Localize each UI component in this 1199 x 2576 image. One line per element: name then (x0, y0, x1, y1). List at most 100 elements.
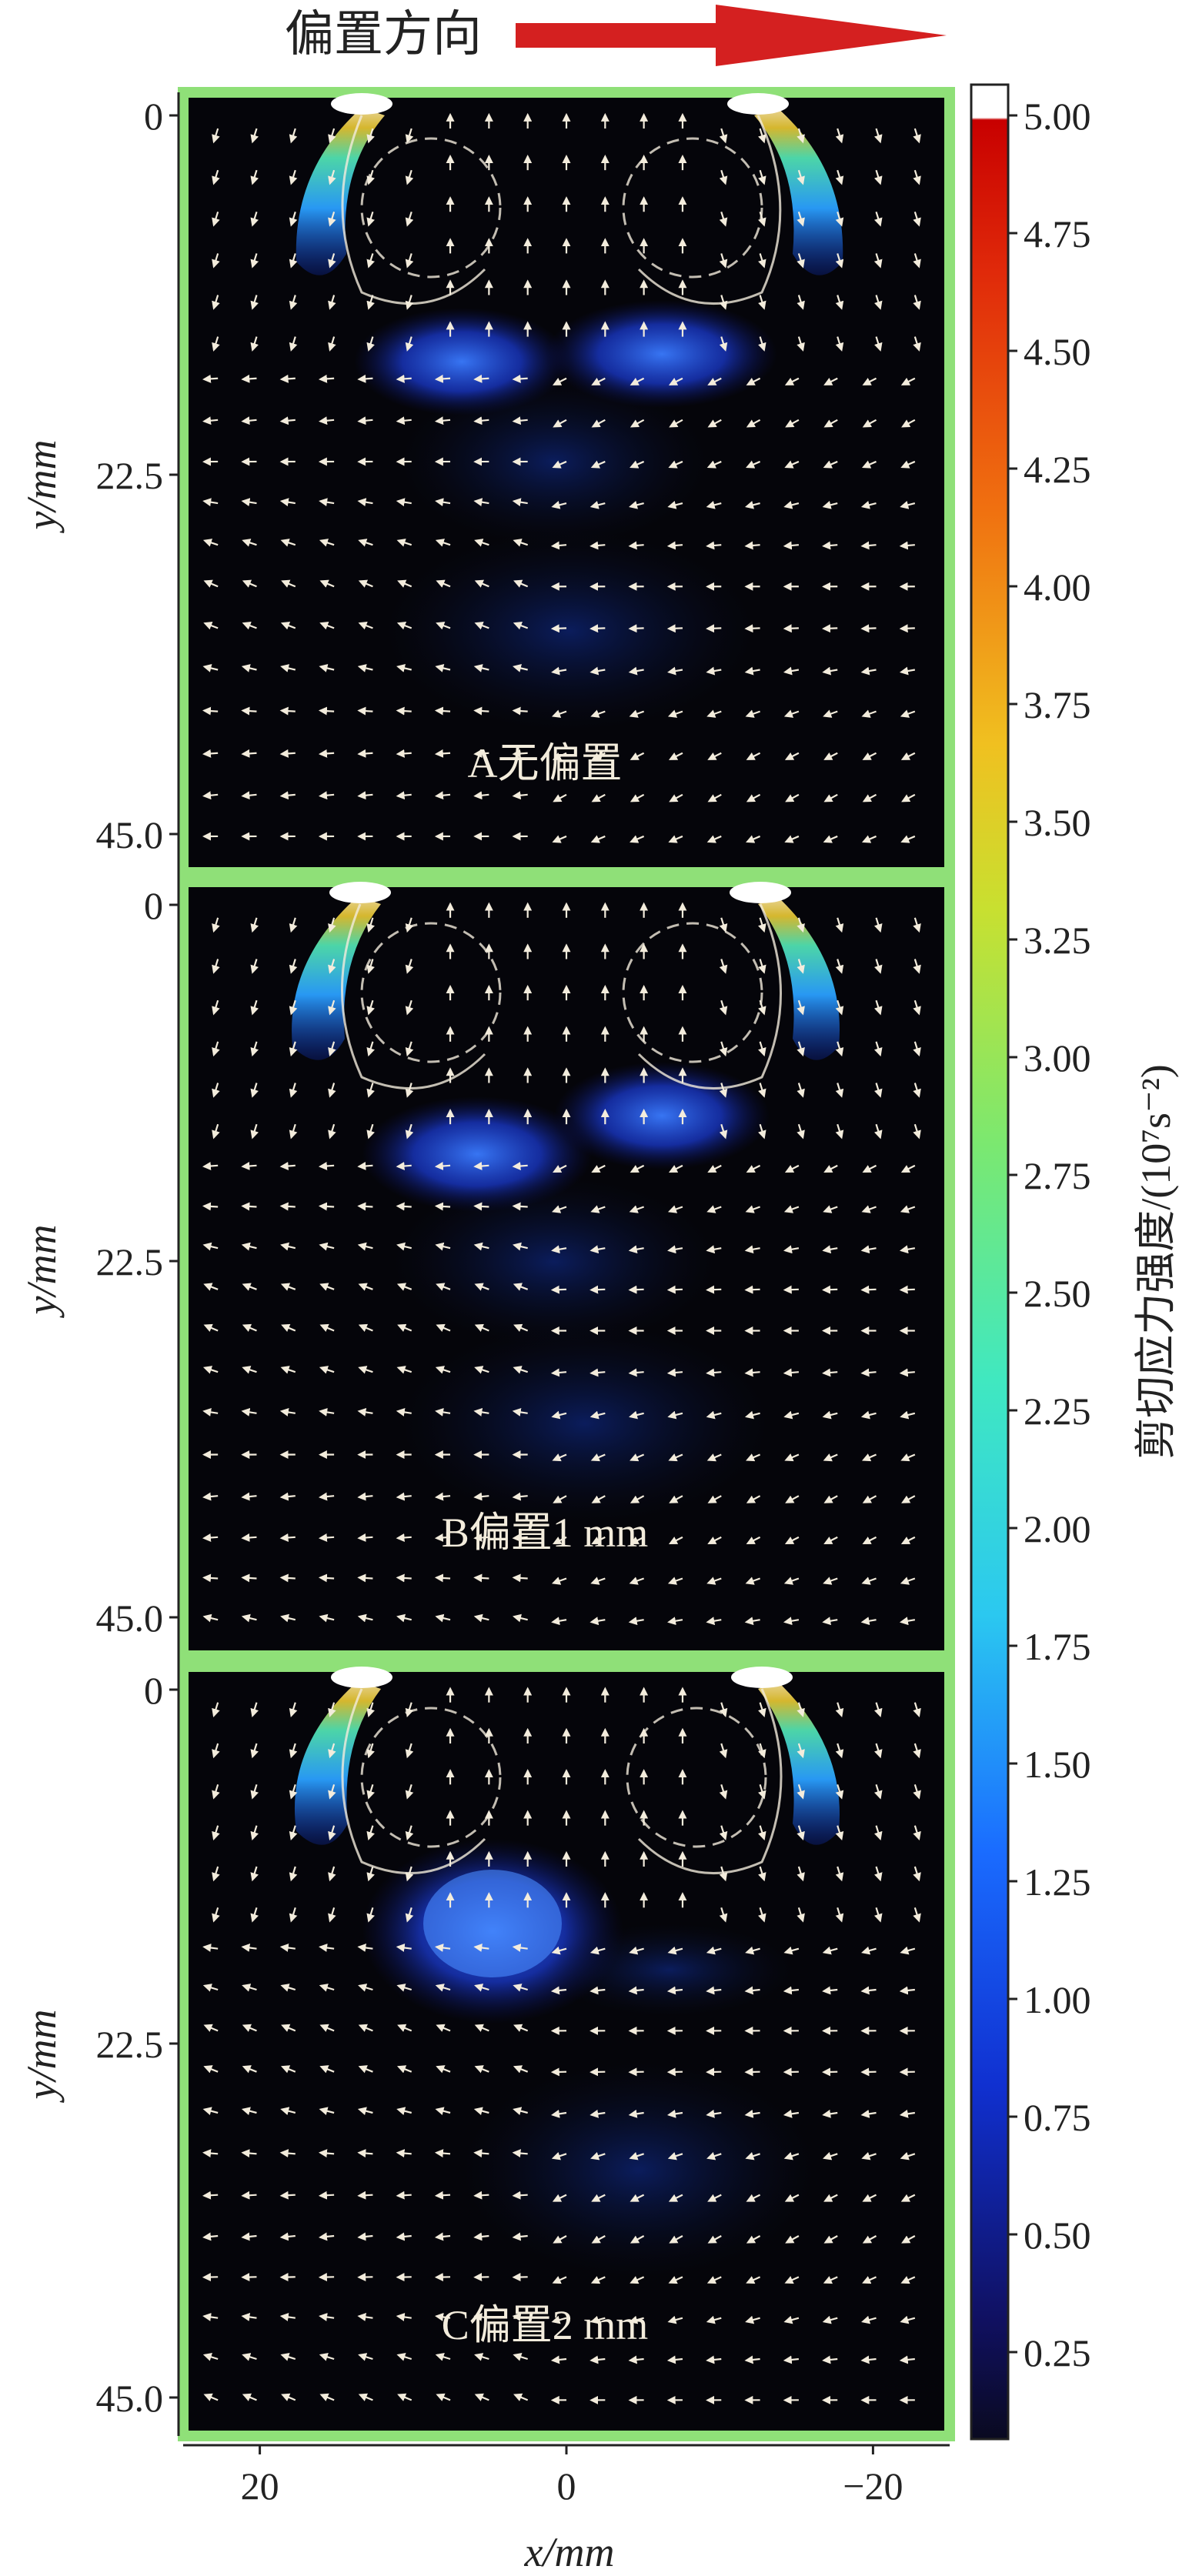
colorbar-tick-label: 5.00 (1024, 95, 1091, 138)
velocity-arrow (861, 1205, 877, 1213)
colorbar-tick-label: 1.50 (1024, 1743, 1091, 1786)
velocity-arrow (279, 498, 296, 507)
velocity-arrow (551, 1946, 567, 1955)
velocity-arrow (396, 1613, 412, 1623)
velocity-arrow (913, 1702, 921, 1717)
velocity-arrow (783, 2315, 800, 2324)
velocity-arrow (512, 2232, 528, 2241)
velocity-arrow (667, 1946, 683, 1955)
velocity-arrow (512, 749, 528, 758)
velocity-arrow (860, 1368, 877, 1377)
velocity-arrow (630, 2235, 645, 2244)
velocity-arrow (823, 1536, 838, 1544)
velocity-arrow (900, 709, 916, 718)
velocity-arrow (241, 2191, 257, 2200)
panel-c: C偏置2 mm (178, 1661, 955, 2441)
velocity-arrow (669, 1495, 683, 1503)
velocity-arrow (783, 1205, 800, 1213)
velocity-arrow (589, 1986, 606, 1995)
x-tick-label: 20 (241, 2464, 279, 2508)
velocity-arrow (319, 539, 335, 547)
velocity-arrow (512, 498, 528, 507)
y-tick-label: 0 (144, 1669, 163, 1712)
velocity-arrow (358, 2065, 373, 2074)
velocity-arrow (861, 2315, 877, 2324)
velocity-arrow (706, 500, 722, 509)
velocity-arrow (212, 1123, 220, 1140)
velocity-arrow (279, 2232, 296, 2241)
velocity-arrow (319, 2232, 335, 2241)
velocity-arrow (900, 2151, 916, 2161)
velocity-arrow (630, 835, 645, 843)
velocity-arrow (435, 498, 451, 507)
velocity-arrow (473, 2232, 489, 2241)
velocity-arrow (590, 835, 606, 843)
velocity-arrow (396, 1283, 412, 1291)
velocity-arrow (358, 1366, 373, 1374)
velocity-arrow (328, 1083, 336, 1098)
velocity-arrow (434, 791, 451, 800)
velocity-arrow (913, 295, 921, 310)
velocity-arrow (212, 211, 220, 227)
velocity-arrow (862, 419, 877, 428)
velocity-arrow (835, 917, 844, 933)
velocity-arrow (589, 1245, 606, 1254)
velocity-arrow (873, 1866, 883, 1882)
velocity-arrow (758, 1041, 766, 1057)
velocity-arrow (358, 539, 373, 547)
velocity-arrow (822, 2109, 838, 2118)
velocity-arrow (405, 1784, 414, 1800)
velocity-arrow (744, 666, 760, 676)
velocity-arrow (862, 2194, 877, 2202)
velocity-arrow (357, 2191, 373, 2200)
velocity-arrow (823, 752, 838, 760)
velocity-arrow (241, 791, 257, 800)
velocity-arrow (212, 295, 220, 310)
velocity-arrow (473, 2149, 489, 2158)
colorbar-tick-label: 1.25 (1024, 1860, 1091, 1904)
velocity-arrow (589, 1368, 606, 1377)
velocity-arrow (745, 1205, 760, 1213)
velocity-arrow (784, 2276, 800, 2284)
velocity-arrow (551, 1577, 567, 1585)
velocity-arrow (250, 336, 259, 352)
velocity-arrow (358, 1323, 373, 1333)
velocity-vectors-a (202, 112, 921, 843)
velocity-arrow (357, 749, 373, 758)
velocity-arrow (473, 2312, 489, 2321)
velocity-arrow (823, 2194, 838, 2202)
velocity-arrow (435, 539, 451, 547)
velocity-arrow (319, 1613, 335, 1623)
y-axis-label-c: y/mm (18, 2010, 65, 2104)
velocity-arrow (873, 1825, 883, 1840)
velocity-arrow (744, 541, 760, 550)
velocity-arrow (212, 1743, 220, 1759)
velocity-arrow (860, 1986, 877, 1995)
velocity-arrow (823, 1453, 838, 1462)
velocity-arrow (860, 1410, 877, 1420)
velocity-arrow (862, 793, 877, 802)
colorbar-tick-label: 4.50 (1024, 330, 1091, 373)
y-tick-label: 22.5 (96, 2023, 164, 2066)
velocity-arrow (707, 1495, 722, 1503)
velocity-arrow (901, 793, 916, 802)
velocity-arrow (913, 1907, 921, 1923)
velocity-arrow (280, 1242, 296, 1251)
velocity-arrow (589, 1410, 606, 1420)
velocity-arrow (366, 1702, 375, 1717)
velocity-arrow (405, 1123, 414, 1140)
velocity-arrow (396, 2149, 412, 2158)
velocity-arrow (319, 1366, 335, 1374)
velocity-arrow (744, 2355, 760, 2364)
velocity-vectors-b (202, 902, 921, 1626)
velocity-arrow (279, 2312, 296, 2321)
velocity-arrow (860, 541, 877, 550)
velocity-arrow (513, 1366, 529, 1374)
velocity-arrow (822, 500, 838, 509)
velocity-arrow (279, 1573, 296, 1583)
velocity-arrow (667, 2315, 683, 2324)
velocity-arrow (784, 1453, 800, 1462)
velocity-arrow (746, 1495, 761, 1503)
velocity-arrow (241, 1242, 257, 1251)
velocity-arrow (822, 2315, 838, 2324)
